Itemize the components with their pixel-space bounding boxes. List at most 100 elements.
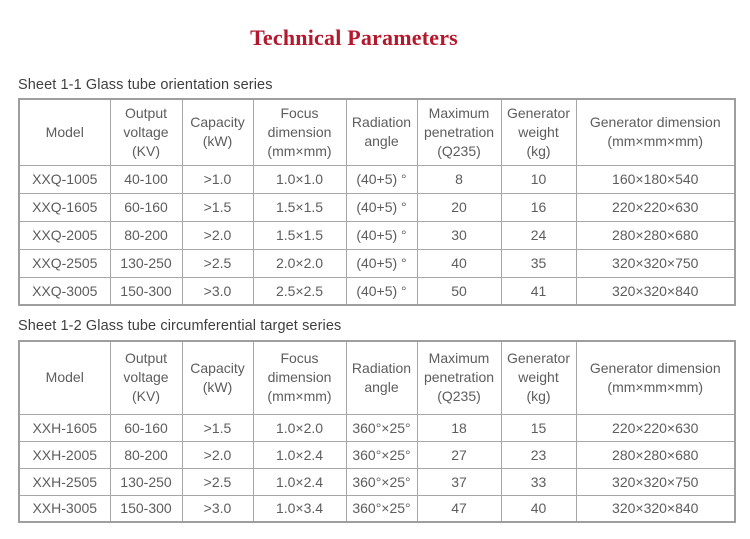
table-cell: 1.5×1.5 [252,192,347,222]
column-header-output-voltage: Output voltage (KV) [109,340,183,415]
table-cell: 1.5×1.5 [252,220,347,250]
table-cell: 40 [500,494,577,523]
table-cell: 280×280×680 [575,440,736,469]
column-header-maximum-penetration: Maximum penetration (Q235) [416,340,502,415]
table-cell: 15 [500,413,577,442]
table-cell: 24 [500,220,577,250]
header-row: Model Output voltage (KV) Capacity (kW) … [18,98,736,166]
table-row: XXH-2005 80-200 >2.0 1.0×2.4 360°×25° 27… [18,440,736,469]
table-cell: XXQ-2005 [18,220,111,250]
column-header-generator-weight: Generator weight (kg) [500,340,577,415]
table-cell: >3.0 [181,276,254,306]
table-cell: 35 [500,248,577,278]
column-header-output-voltage: Output voltage (KV) [109,98,183,166]
table-cell: 41 [500,276,577,306]
table-cell: 320×320×840 [575,276,736,306]
table-cell: 130-250 [109,248,183,278]
table-cell: 220×220×630 [575,413,736,442]
table-cell: 30 [416,220,502,250]
circumferential-series-table: Model Output voltage (KV) Capacity (kW) … [18,340,736,523]
table-cell: 60-160 [109,192,183,222]
table-cell: 150-300 [109,494,183,523]
table-cell: (40+5) ° [345,248,418,278]
column-header-generator-dimension: Generator dimension (mm×mm×mm) [575,340,736,415]
table-row: XXQ-2005 80-200 >2.0 1.5×1.5 (40+5) ° 30… [18,220,736,250]
table-cell: XXQ-3005 [18,276,111,306]
table-cell: 2.0×2.0 [252,248,347,278]
column-header-model: Model [18,340,111,415]
orientation-series-table: Model Output voltage (KV) Capacity (kW) … [18,98,736,306]
column-header-capacity: Capacity (kW) [181,340,254,415]
column-header-focus-dimension: Focus dimension (mm×mm) [252,340,347,415]
table-cell: >1.5 [181,413,254,442]
table-cell: 320×320×750 [575,467,736,496]
column-header-model: Model [18,98,111,166]
table-cell: 1.0×2.0 [252,413,347,442]
table-cell: (40+5) ° [345,164,418,194]
page-title: Technical Parameters [250,25,458,50]
table-cell: 360°×25° [345,494,418,523]
table-cell: (40+5) ° [345,192,418,222]
table-row: XXH-2505 130-250 >2.5 1.0×2.4 360°×25° 3… [18,467,736,496]
table-cell: 40 [416,248,502,278]
table-cell: >2.0 [181,220,254,250]
table-row: XXQ-1005 40-100 >1.0 1.0×1.0 (40+5) ° 8 … [18,164,736,194]
table-cell: >1.0 [181,164,254,194]
table-cell: >2.5 [181,248,254,278]
table-cell: 360°×25° [345,467,418,496]
table-cell: 80-200 [109,440,183,469]
table-cell: 8 [416,164,502,194]
table-cell: 18 [416,413,502,442]
table-cell: 27 [416,440,502,469]
table-cell: 320×320×750 [575,248,736,278]
table-cell: 360°×25° [345,413,418,442]
table-cell: 37 [416,467,502,496]
column-header-generator-dimension: Generator dimension (mm×mm×mm) [575,98,736,166]
column-header-focus-dimension: Focus dimension (mm×mm) [252,98,347,166]
table-cell: 60-160 [109,413,183,442]
section-sheet-1-1: Sheet 1-1 Glass tube orientation series … [18,77,736,306]
column-header-generator-weight: Generator weight (kg) [500,98,577,166]
table-cell: 130-250 [109,467,183,496]
table-cell: 80-200 [109,220,183,250]
table-cell: 1.0×2.4 [252,440,347,469]
table-cell: 10 [500,164,577,194]
table-cell: 160×180×540 [575,164,736,194]
table-cell: 360°×25° [345,440,418,469]
table-cell: 280×280×680 [575,220,736,250]
table-cell: 2.5×2.5 [252,276,347,306]
table-cell: 220×220×630 [575,192,736,222]
table-row: XXH-1605 60-160 >1.5 1.0×2.0 360°×25° 18… [18,413,736,442]
column-header-radiation-angle: Radiation angle [345,98,418,166]
table-cell: >2.0 [181,440,254,469]
section-heading-sheet-1-2: Sheet 1-2 Glass tube circumferential tar… [18,318,342,334]
table-cell: 47 [416,494,502,523]
table-row: XXQ-2505 130-250 >2.5 2.0×2.0 (40+5) ° 4… [18,248,736,278]
table-cell: 16 [500,192,577,222]
table-cell: >2.5 [181,467,254,496]
table-cell: (40+5) ° [345,220,418,250]
table-cell: 23 [500,440,577,469]
table-cell: 1.0×3.4 [252,494,347,523]
column-header-maximum-penetration: Maximum penetration (Q235) [416,98,502,166]
table-cell: 150-300 [109,276,183,306]
table-cell: >3.0 [181,494,254,523]
table-row: XXQ-3005 150-300 >3.0 2.5×2.5 (40+5) ° 5… [18,276,736,306]
table-cell: XXQ-2505 [18,248,111,278]
table-cell: (40+5) ° [345,276,418,306]
table-cell: XXH-1605 [18,413,111,442]
table-row: XXQ-1605 60-160 >1.5 1.5×1.5 (40+5) ° 20… [18,192,736,222]
header-row: Model Output voltage (KV) Capacity (kW) … [18,340,736,415]
section-heading-sheet-1-1: Sheet 1-1 Glass tube orientation series [18,77,273,93]
table-cell: 20 [416,192,502,222]
table-cell: 1.0×1.0 [252,164,347,194]
table-cell: 320×320×840 [575,494,736,523]
table-cell: 1.0×2.4 [252,467,347,496]
section-sheet-1-2: Sheet 1-2 Glass tube circumferential tar… [18,318,736,523]
table-cell: XXQ-1605 [18,192,111,222]
table-cell: XXH-2505 [18,467,111,496]
table-cell: XXH-3005 [18,494,111,523]
column-header-radiation-angle: Radiation angle [345,340,418,415]
table-cell: 40-100 [109,164,183,194]
